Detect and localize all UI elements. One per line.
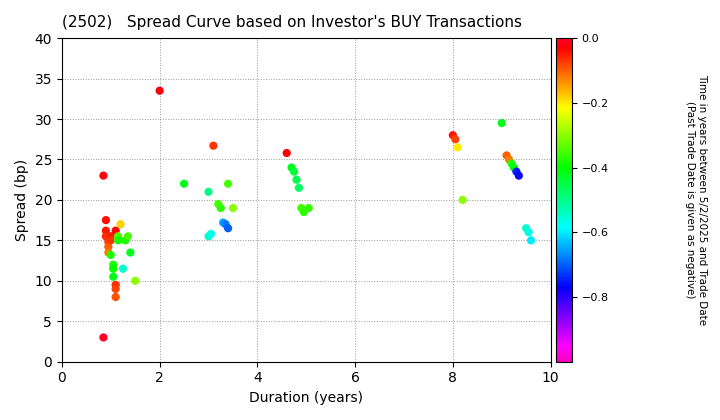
Point [501, 152, 513, 159]
Point [100, 217, 112, 223]
Point [452, 144, 464, 151]
Point [281, 150, 292, 156]
Y-axis label: Spread (bp): Spread (bp) [15, 159, 29, 241]
Point [107, 261, 119, 268]
Point [100, 233, 112, 240]
Y-axis label: Time in years between 5/2/2025 and Trade Date
(Past Trade Date is given as negat: Time in years between 5/2/2025 and Trade… [685, 74, 707, 326]
Point [222, 225, 234, 231]
Point [110, 294, 122, 300]
Point [98, 334, 109, 341]
Point [120, 237, 131, 244]
Point [110, 286, 122, 292]
Point [102, 235, 114, 242]
Point [505, 160, 517, 167]
Point [510, 168, 522, 175]
Point [179, 180, 190, 187]
Point [105, 252, 117, 258]
Point [110, 227, 122, 234]
Point [112, 233, 124, 240]
Point [303, 205, 315, 211]
Point [286, 164, 297, 171]
Point [107, 273, 119, 280]
Point [203, 233, 215, 240]
Point [457, 197, 469, 203]
Point [526, 237, 537, 244]
Point [296, 205, 307, 211]
Point [212, 201, 224, 207]
Point [122, 233, 134, 240]
Point [293, 184, 305, 191]
Point [215, 205, 227, 211]
Point [98, 172, 109, 179]
Point [228, 205, 239, 211]
Point [447, 132, 459, 139]
Point [125, 249, 136, 256]
Point [513, 172, 525, 179]
Point [205, 231, 217, 237]
Point [217, 219, 229, 226]
Point [203, 189, 215, 195]
Point [220, 221, 231, 228]
Point [110, 281, 122, 288]
Point [523, 229, 534, 236]
Point [102, 244, 114, 250]
Point [222, 180, 234, 187]
Point [508, 164, 520, 171]
Point [114, 221, 126, 228]
Point [496, 120, 508, 126]
X-axis label: Duration (years): Duration (years) [249, 391, 364, 405]
Point [107, 265, 119, 272]
Point [105, 237, 117, 244]
Point [503, 156, 515, 163]
Point [102, 239, 114, 245]
Point [288, 168, 300, 175]
Point [291, 176, 302, 183]
Point [154, 87, 166, 94]
Point [117, 265, 129, 272]
Point [207, 142, 219, 149]
Point [130, 278, 141, 284]
Point [112, 237, 124, 244]
Point [100, 227, 112, 234]
Point [449, 136, 461, 143]
Point [105, 233, 117, 240]
Point [298, 209, 310, 215]
Point [521, 225, 532, 231]
Point [102, 249, 114, 256]
Text: (2502)   Spread Curve based on Investor's BUY Transactions: (2502) Spread Curve based on Investor's … [62, 15, 522, 30]
